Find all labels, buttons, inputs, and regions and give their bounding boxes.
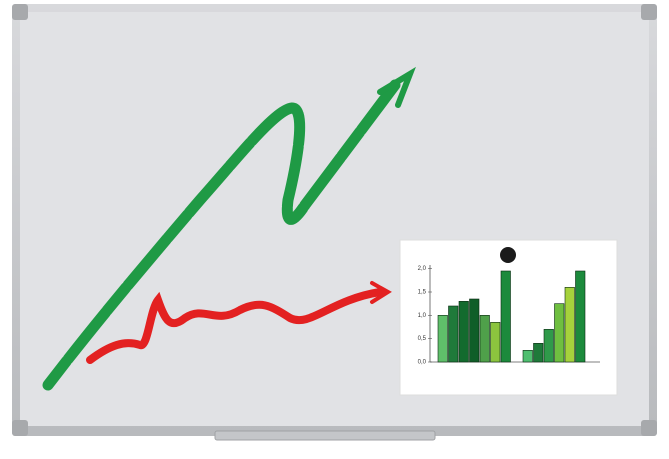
red-arrow	[86, 288, 384, 364]
red-arrowhead	[370, 281, 392, 304]
corner	[641, 420, 657, 436]
bar	[500, 270, 511, 363]
bar	[448, 305, 459, 363]
y-tick-label: 1,0	[418, 313, 427, 319]
green-arrow	[42, 79, 401, 391]
bar	[533, 343, 544, 363]
bar	[564, 287, 575, 363]
bar	[522, 350, 533, 363]
y-tick-label: 1,5	[418, 290, 427, 296]
y-tick-label: 2,0	[418, 266, 427, 272]
corner	[12, 4, 28, 20]
bar	[437, 315, 448, 363]
y-tick-label: 0,5	[418, 336, 427, 342]
corner	[641, 4, 657, 20]
bar	[458, 301, 469, 363]
bar	[554, 303, 565, 363]
bar	[543, 329, 554, 363]
bar	[575, 270, 586, 363]
bar	[469, 298, 480, 363]
magnet	[500, 247, 516, 263]
bar	[490, 322, 501, 363]
marker-tray	[214, 430, 436, 441]
pinned-chart: 0,0 0,5 1,0 1,5 2,0	[418, 266, 586, 366]
bar	[479, 315, 490, 363]
y-tick-label: 0,0	[418, 360, 427, 366]
corner	[12, 420, 28, 436]
green-arrowhead	[377, 66, 416, 108]
